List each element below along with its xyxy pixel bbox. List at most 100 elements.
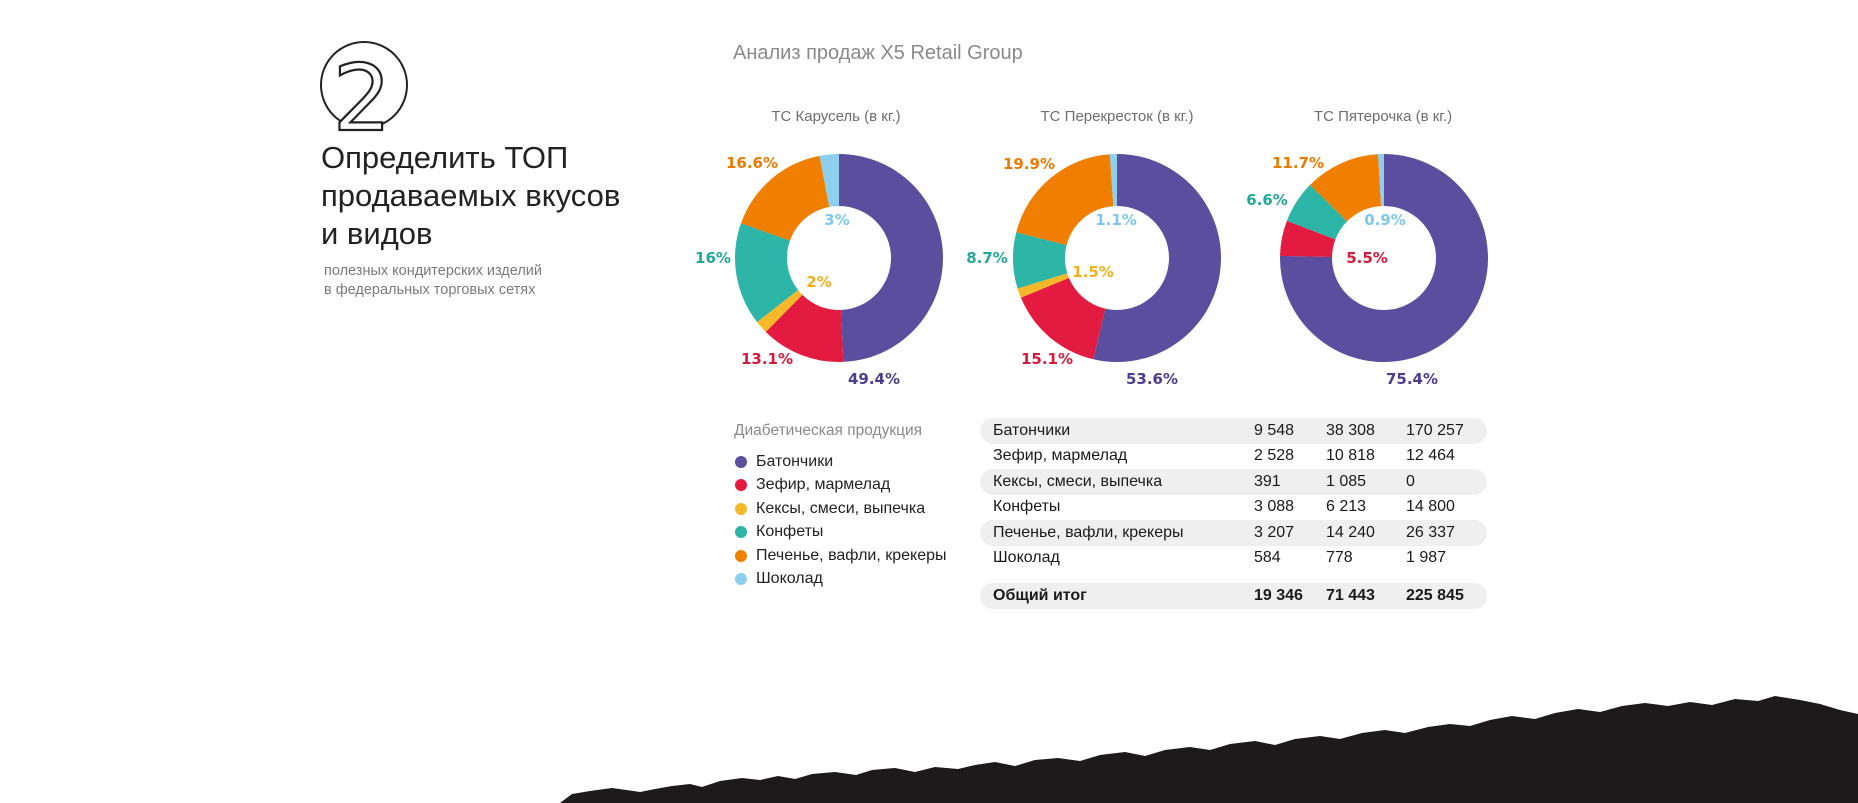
heading-line-3: и видов [321, 216, 433, 251]
row-name: Шоколад [993, 549, 1060, 567]
legend-title: Диабетическая продукция [734, 422, 923, 439]
donut-charts: 49.4% 13.1% 2% 16% 16.6% 3% 53.6% 15.1% 1.5% 8.7%… [695, 154, 1489, 388]
legend-item-shokolad: Шоколад [734, 568, 947, 592]
donut-1-label-pechenye: 19.9% [1003, 155, 1055, 173]
legend-dot-zefir [735, 479, 747, 492]
donut-1-label-batonchiki: 53.6% [1126, 370, 1178, 388]
total-value-karusel: 19 346 [1254, 586, 1303, 604]
donut-0-slice-zefir [765, 294, 844, 362]
section-title: Анализ продаж X5 Retail Group [733, 42, 1023, 64]
legend-dot-konfety [735, 526, 747, 539]
legend-label: Конфеты [756, 523, 824, 541]
decorative-skyline [560, 696, 1858, 803]
page-heading: Определить ТОП продаваемых вкусов и видо… [321, 139, 641, 253]
donut-1-label-konfety: 8.7% [966, 249, 1008, 267]
subheading-line-2: в федеральных торговых сетях [324, 282, 536, 298]
legend-dot-batonchiki [735, 455, 747, 468]
legend-label: Батончики [756, 452, 834, 470]
subheading-line-1: полезных кондитерских изделий [324, 263, 543, 279]
donut-0-label-pechenye: 16.6% [726, 154, 778, 172]
donut-2-label-shokolad: 0.9% [1364, 211, 1406, 229]
row-name: Конфеты [993, 498, 1061, 516]
donut-1-label-shokolad: 1.1% [1095, 211, 1137, 229]
donut-1-label-zefir: 15.1% [1021, 350, 1073, 368]
donut-2-label-zefir: 5.5% [1346, 249, 1388, 267]
legend-dot-shokolad [735, 573, 747, 586]
heading-line-2: продаваемых вкусов [321, 178, 621, 213]
donut-1-slice-zefir [1020, 277, 1106, 360]
donut-1-slice-batonchiki [1093, 154, 1222, 362]
row-value-perekrestok: 778 [1326, 549, 1353, 567]
legend-item-pechenye: Печенье, вафли, крекеры [734, 544, 947, 568]
donut-0-label-zefir: 13.1% [741, 350, 793, 368]
legend-label: Шоколад [756, 570, 823, 588]
table-row: Зефир, мармелад 2 528 10 818 12 464 [980, 444, 1487, 470]
donut-2-label-pechenye: 11.7% [1272, 154, 1324, 172]
row-value-perekrestok: 14 240 [1326, 523, 1375, 541]
legend-item-batonchiki: Батончики [734, 450, 947, 474]
donut-1-slice-keksy [1017, 273, 1069, 298]
row-name: Батончики [993, 421, 1071, 439]
donut-2-label-batonchiki: 75.4% [1386, 370, 1438, 388]
donut-0-slice-keksy [757, 290, 803, 332]
table-row: Кексы, смеси, выпечка 391 1 085 0 [980, 469, 1487, 495]
legend-label: Печенье, вафли, крекеры [756, 546, 947, 564]
table-row: Конфеты 3 088 6 213 14 800 [980, 495, 1487, 521]
total-value-perekrestok: 71 443 [1326, 586, 1375, 604]
row-value-karusel: 584 [1254, 549, 1281, 567]
step-number: 2 [333, 45, 392, 134]
donut-0-slice-konfety [735, 223, 799, 323]
sales-table: Батончики 9 548 38 308 170 257 Зефир, ма… [980, 418, 1487, 609]
row-value-pyaterochka: 0 [1406, 472, 1415, 490]
row-name: Зефир, мармелад [993, 447, 1128, 465]
table-row: Шоколад 584 778 1 987 [980, 546, 1487, 572]
donut-2-slice-shokolad [1378, 154, 1384, 207]
donut-1-label-keksy: 1.5% [1072, 263, 1114, 281]
legend-dot-pechenye [735, 549, 747, 562]
chart-title-karusel: ТС Карусель (в кг.) [771, 108, 901, 125]
donut-0-label-konfety: 16% [695, 249, 731, 267]
table-row: Батончики 9 548 38 308 170 257 [980, 418, 1487, 444]
page-subheading: полезных кондитерских изделий в федераль… [324, 262, 624, 300]
table-total-row: Общий итог 19 346 71 443 225 845 [980, 583, 1487, 609]
step-number-badge: 2 [320, 41, 408, 134]
legend-dot-keksy [735, 502, 747, 515]
row-value-karusel: 9 548 [1254, 421, 1295, 439]
chart-title-perekrestok: ТС Перекресток (в кг.) [1040, 108, 1194, 125]
donut-0-slice-batonchiki [839, 154, 943, 362]
table-row: Печенье, вафли, крекеры 3 207 14 240 26 … [980, 520, 1487, 546]
legend-item-konfety: Конфеты [734, 521, 947, 545]
row-value-pyaterochka: 14 800 [1406, 498, 1455, 516]
chart-legend: Батончики Зефир, мармелад Кексы, смеси, … [734, 450, 947, 591]
chart-title-pyaterochka: ТС Пятерочка (в кг.) [1313, 108, 1453, 125]
donut-0-slice-shokolad [819, 154, 839, 207]
donut-1-slice-pechenye [1016, 154, 1114, 246]
row-value-pyaterochka: 12 464 [1406, 447, 1455, 465]
donut-0-label-shokolad: 3% [824, 211, 849, 229]
donut-0-slice-pechenye [740, 155, 830, 241]
donut-0-label-keksy: 2% [806, 273, 831, 291]
donut-1-slice-konfety [1013, 232, 1068, 289]
donut-1-slice-shokolad [1109, 154, 1117, 207]
row-value-karusel: 3 088 [1254, 498, 1295, 516]
donut-2-slice-zefir [1280, 220, 1336, 257]
donut-2-slice-pechenye [1310, 154, 1382, 222]
legend-label: Зефир, мармелад [756, 476, 891, 494]
legend-item-zefir: Зефир, мармелад [734, 474, 947, 498]
legend-label: Кексы, смеси, выпечка [756, 499, 926, 517]
row-value-karusel: 2 528 [1254, 447, 1295, 465]
row-value-pyaterochka: 26 337 [1406, 523, 1455, 541]
donut-2-slice-batonchiki [1279, 154, 1489, 362]
total-label: Общий итог [993, 586, 1087, 604]
row-value-karusel: 3 207 [1254, 523, 1295, 541]
row-value-perekrestok: 6 213 [1326, 498, 1367, 516]
row-value-pyaterochka: 1 987 [1406, 549, 1447, 567]
total-value-pyaterochka: 225 845 [1406, 586, 1464, 604]
legend-item-keksy: Кексы, смеси, выпечка [734, 497, 947, 521]
row-name: Кексы, смеси, выпечка [993, 472, 1163, 490]
row-value-perekrestok: 10 818 [1326, 447, 1375, 465]
row-value-perekrestok: 38 308 [1326, 421, 1375, 439]
heading-line-1: Определить ТОП [321, 140, 569, 175]
donut-2-label-konfety: 6.6% [1246, 191, 1288, 209]
row-value-pyaterochka: 170 257 [1406, 421, 1464, 439]
